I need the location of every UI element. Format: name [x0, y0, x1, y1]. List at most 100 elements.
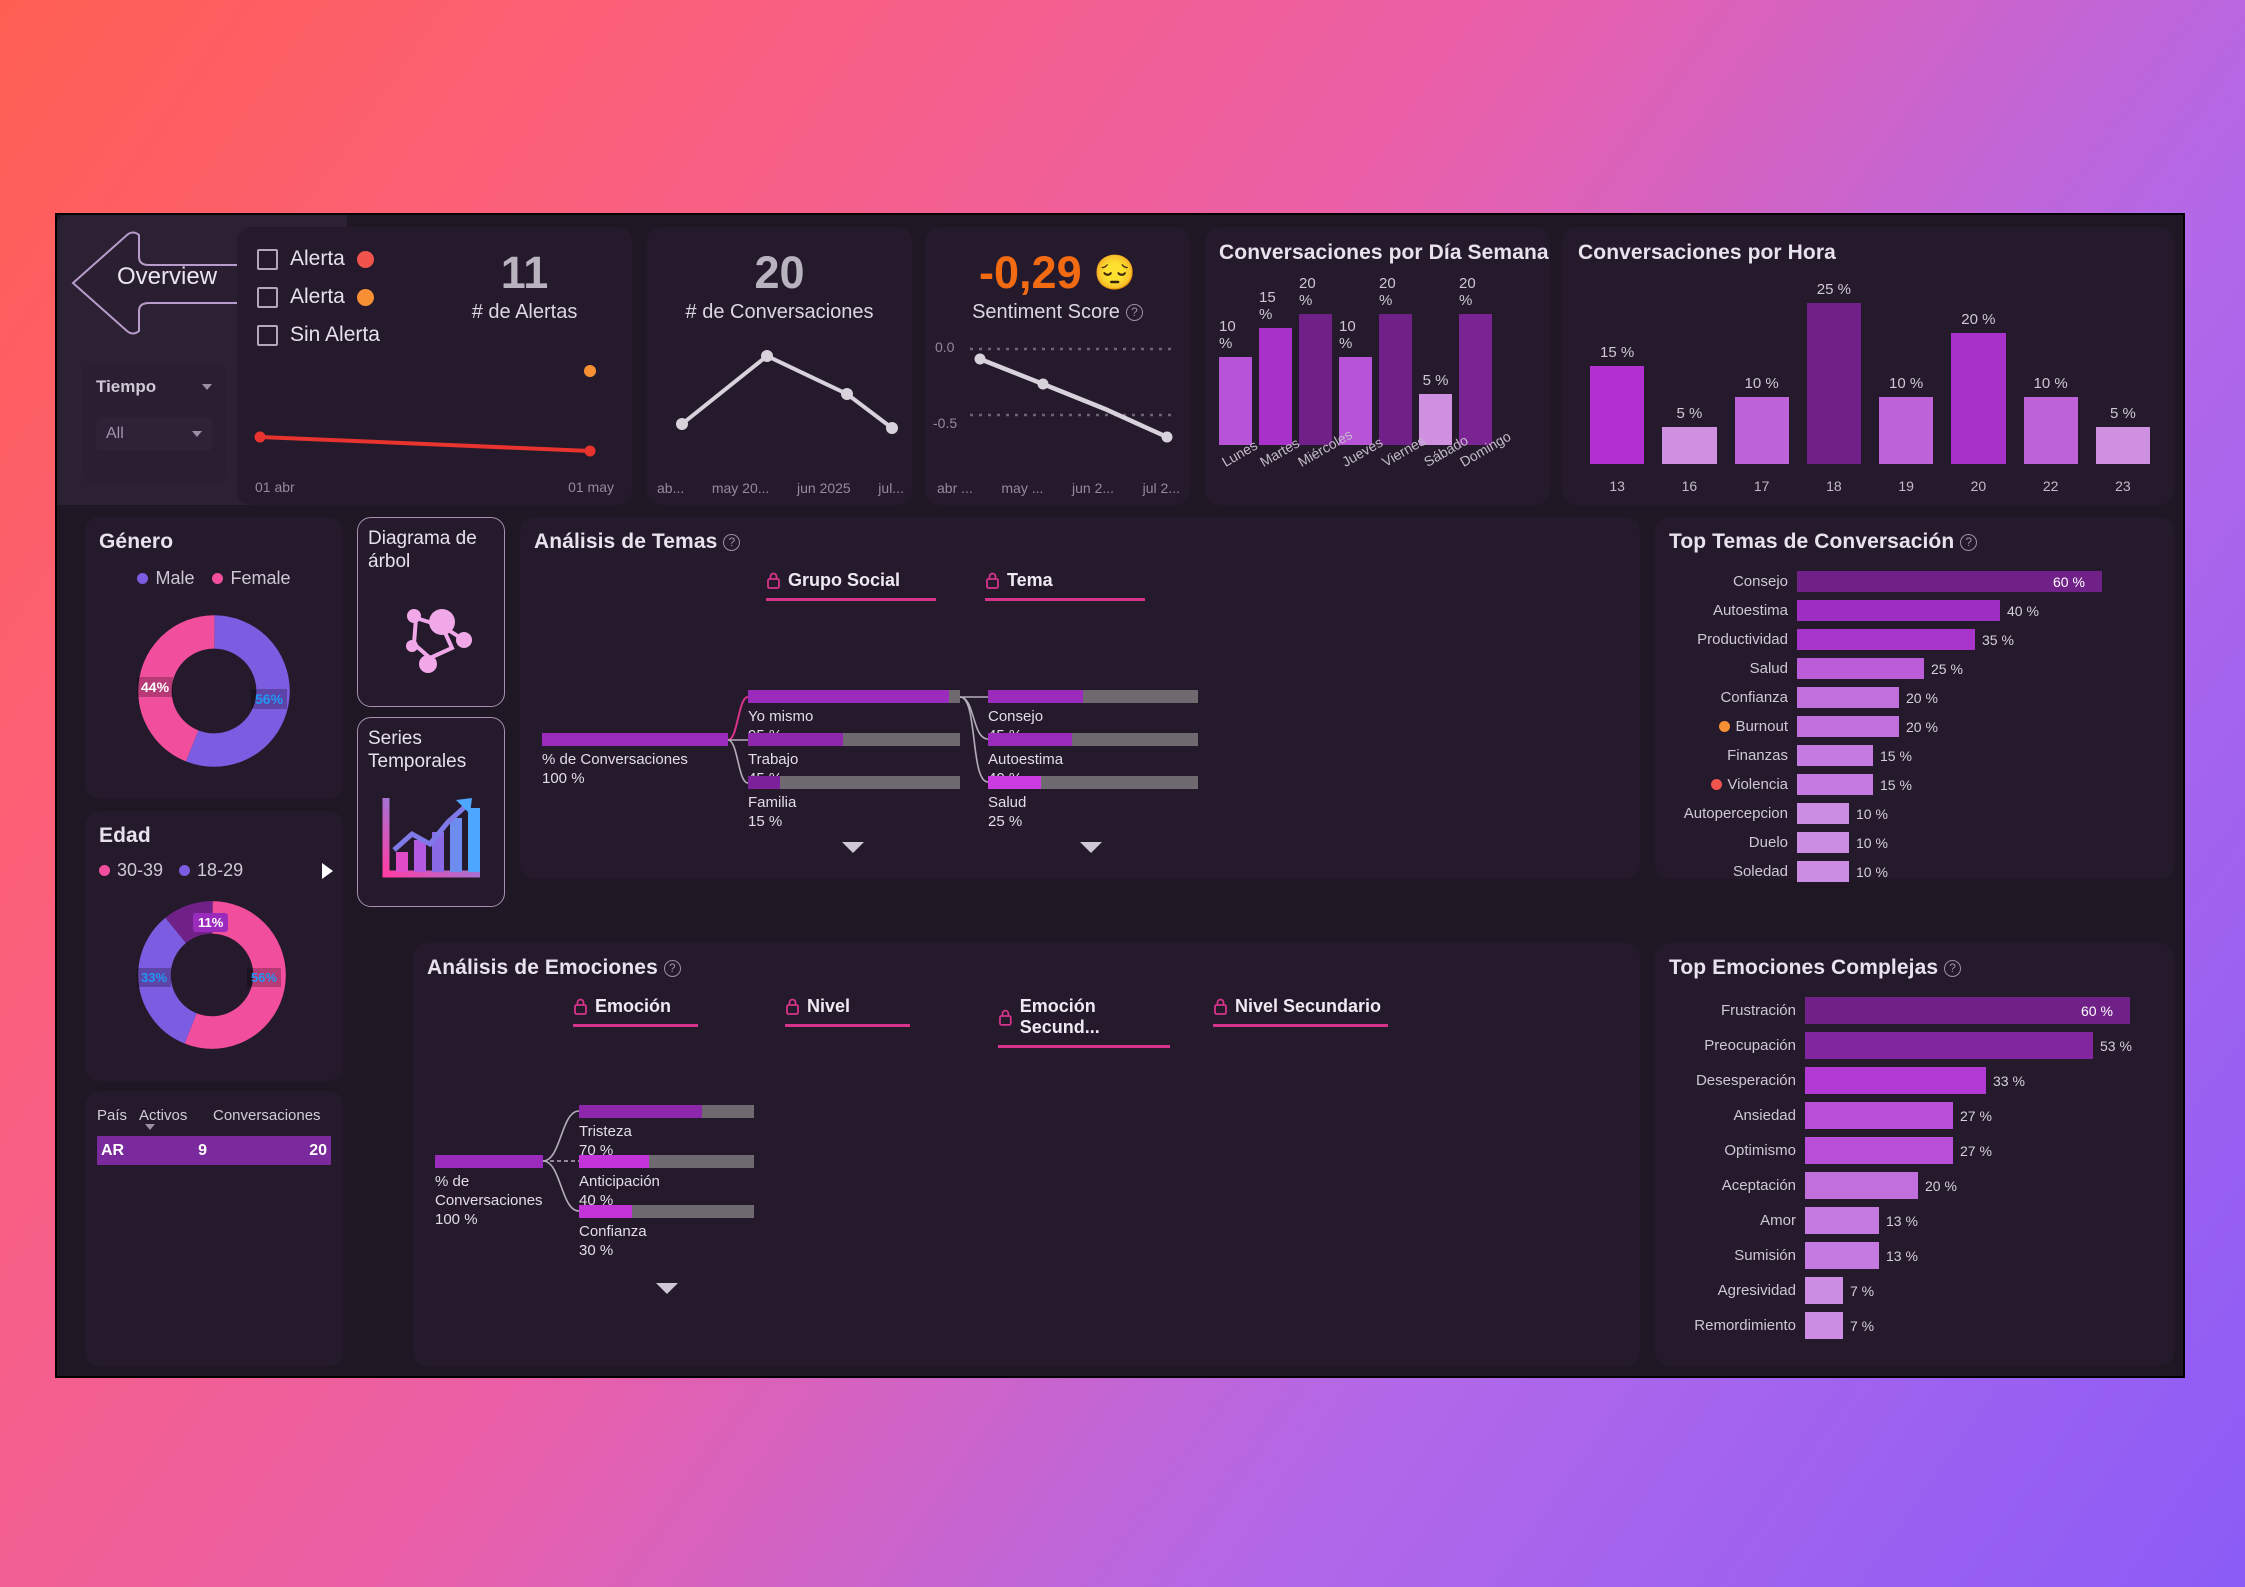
- help-icon[interactable]: ?: [663, 960, 681, 977]
- bar-row[interactable]: Remordimiento 7 %: [1665, 1310, 2162, 1341]
- bar-row[interactable]: Sumisión 13 %: [1665, 1240, 2162, 1271]
- legend-item-18-29[interactable]: 18-29: [179, 860, 243, 881]
- checkbox-icon[interactable]: [257, 248, 278, 270]
- tree-expand-level1-button[interactable]: [656, 1283, 678, 1294]
- bar-row[interactable]: Frustración 60 %: [1665, 995, 2162, 1026]
- sentiment-kpi-label: Sentiment Score?: [925, 301, 1190, 324]
- bar-group[interactable]: 5 %: [1419, 275, 1452, 445]
- bar-category-label: Agresividad: [1717, 1282, 1796, 1299]
- bar-group[interactable]: 20 %: [1951, 279, 2006, 464]
- bar-row[interactable]: Ansiedad 27 %: [1665, 1100, 2162, 1131]
- tree-node-root[interactable]: % de Conversaciones 100 %: [395, 1155, 543, 1228]
- alert-slicer-item[interactable]: Alerta: [257, 247, 380, 271]
- tree-node-level1[interactable]: Confianza 30 %: [579, 1205, 754, 1259]
- bar-value-label: 35 %: [1982, 631, 2014, 648]
- column-header-activos[interactable]: Activos: [139, 1107, 188, 1124]
- chevron-down-icon[interactable]: [202, 384, 212, 390]
- column-header-conversaciones[interactable]: Conversaciones: [213, 1107, 321, 1124]
- bar-group[interactable]: 10 %: [1879, 279, 1934, 464]
- bar-group[interactable]: 15 %: [1590, 279, 1645, 464]
- legend-next-arrow-icon[interactable]: [322, 862, 333, 879]
- analisis-emociones-title: Análisis de Emociones?: [413, 943, 1640, 980]
- tree-node-level1[interactable]: Yo mismo 95 %: [748, 690, 960, 744]
- bar-group[interactable]: 10 %: [2023, 279, 2078, 464]
- bar-group[interactable]: 25 %: [1806, 279, 1861, 464]
- bar-row[interactable]: Desesperación 33 %: [1665, 1065, 2162, 1096]
- tree-node-level1[interactable]: Trabajo 45 %: [748, 733, 960, 787]
- tree-field-grupo-social[interactable]: Grupo Social: [766, 570, 936, 601]
- tree-expand-level2-button[interactable]: [1080, 842, 1102, 853]
- bar-value-label: 60 %: [2081, 1002, 2113, 1019]
- bar-group[interactable]: 20 %: [1299, 275, 1332, 445]
- tree-node-label: Tristeza: [579, 1123, 632, 1140]
- tree-node-level1[interactable]: Tristeza 70 %: [579, 1105, 754, 1159]
- bar-group[interactable]: 10 %: [1734, 279, 1789, 464]
- tree-field-emocion-secundaria[interactable]: Emoción Secund...: [998, 996, 1178, 1048]
- bar-row-violencia[interactable]: Violencia 15 %: [1665, 772, 2162, 797]
- bar-row[interactable]: Productividad 35 %: [1665, 627, 2162, 652]
- alert-slicer-item[interactable]: Sin Alerta: [257, 323, 380, 347]
- bar-row[interactable]: Autoestima 40 %: [1665, 598, 2162, 623]
- help-icon[interactable]: ?: [723, 534, 741, 551]
- bar-group[interactable]: 15 %: [1259, 275, 1292, 445]
- bar-row[interactable]: Consejo 60 %: [1665, 569, 2162, 594]
- tiempo-filter[interactable]: Tiempo All: [82, 363, 226, 483]
- bar-row[interactable]: Salud 25 %: [1665, 656, 2162, 681]
- bar-row[interactable]: Amor 13 %: [1665, 1205, 2162, 1236]
- nav-card-series-temporales[interactable]: Series Temporales: [357, 717, 505, 907]
- tree-node-label: Familia: [748, 794, 797, 811]
- tree-node-level2[interactable]: Salud 25 %: [988, 776, 1198, 830]
- bar-row[interactable]: Optimismo 27 %: [1665, 1135, 2162, 1166]
- bar-row[interactable]: Confianza 20 %: [1665, 685, 2162, 710]
- bar-group[interactable]: 5 %: [1662, 279, 1717, 464]
- nav-card-diagrama-arbol[interactable]: Diagrama de árbol: [357, 517, 505, 707]
- bar-row[interactable]: Duelo 10 %: [1665, 830, 2162, 855]
- help-icon[interactable]: ?: [1125, 304, 1143, 321]
- tree-expand-level1-button[interactable]: [842, 842, 864, 853]
- bar-group[interactable]: 20 %: [1379, 275, 1412, 445]
- pais-table-panel: País Activos Conversaciones AR 9 20: [85, 1091, 343, 1366]
- alert-slicer-item[interactable]: Alerta: [257, 285, 380, 309]
- tree-node-level2[interactable]: Autoestima 40 %: [988, 733, 1198, 787]
- tree-field-emocion[interactable]: Emoción: [573, 996, 743, 1027]
- bar-row[interactable]: Autopercepcion 10 %: [1665, 801, 2162, 826]
- tree-node-label: Yo mismo: [748, 708, 814, 725]
- bar-group[interactable]: 20 %: [1459, 275, 1492, 445]
- bar-category-label: Amor: [1760, 1212, 1796, 1229]
- table-row[interactable]: AR 9 20: [97, 1136, 331, 1165]
- legend-item-30-39[interactable]: 30-39: [99, 860, 163, 881]
- checkbox-icon[interactable]: [257, 324, 278, 346]
- top-emociones-title: Top Emociones Complejas?: [1655, 943, 2174, 980]
- tree-node-root[interactable]: % de Conversaciones 100 %: [542, 733, 728, 787]
- checkbox-icon[interactable]: [257, 286, 278, 308]
- tree-node-level1[interactable]: Anticipación 40 %: [579, 1155, 754, 1209]
- bar-group[interactable]: 10 %: [1339, 275, 1372, 445]
- tree-field-nivel[interactable]: Nivel: [785, 996, 955, 1027]
- genero-slice-label: 44%: [137, 677, 174, 697]
- help-icon[interactable]: ?: [1960, 534, 1978, 551]
- lock-icon: [999, 1009, 1012, 1026]
- tree-node-label: Confianza: [579, 1223, 647, 1240]
- nav-card-title: Series Temporales: [368, 728, 467, 772]
- bar-row[interactable]: Preocupación 53 %: [1665, 1030, 2162, 1061]
- bar-group[interactable]: 5 %: [2095, 279, 2150, 464]
- axis-tick-label: 22: [2042, 478, 2059, 494]
- legend-item-female[interactable]: Female: [212, 568, 291, 589]
- tree-field-tema[interactable]: Tema: [985, 570, 1145, 601]
- tiempo-select[interactable]: All: [96, 417, 212, 451]
- legend-item-male[interactable]: Male: [137, 568, 194, 589]
- tree-node-pct: 40 %: [579, 1191, 614, 1209]
- chevron-down-icon[interactable]: [192, 431, 202, 437]
- column-header-pais[interactable]: País: [97, 1107, 128, 1124]
- bar-row[interactable]: Soledad 10 %: [1665, 859, 2162, 884]
- tree-field-nivel-secundario[interactable]: Nivel Secundario: [1213, 996, 1403, 1027]
- bar-row[interactable]: Finanzas 15 %: [1665, 743, 2162, 768]
- tree-node-level1[interactable]: Familia 15 %: [748, 776, 960, 830]
- bar-row[interactable]: Aceptación 20 %: [1665, 1170, 2162, 1201]
- bar-group[interactable]: 10 %: [1219, 275, 1252, 445]
- alertas-axis-start: 01 abr: [255, 479, 295, 495]
- bar-category-label: Autoestima: [1712, 602, 1788, 619]
- bar-row[interactable]: Agresividad 7 %: [1665, 1275, 2162, 1306]
- bar-row-burnout[interactable]: Burnout 20 %: [1665, 714, 2162, 739]
- help-icon[interactable]: ?: [1944, 960, 1962, 977]
